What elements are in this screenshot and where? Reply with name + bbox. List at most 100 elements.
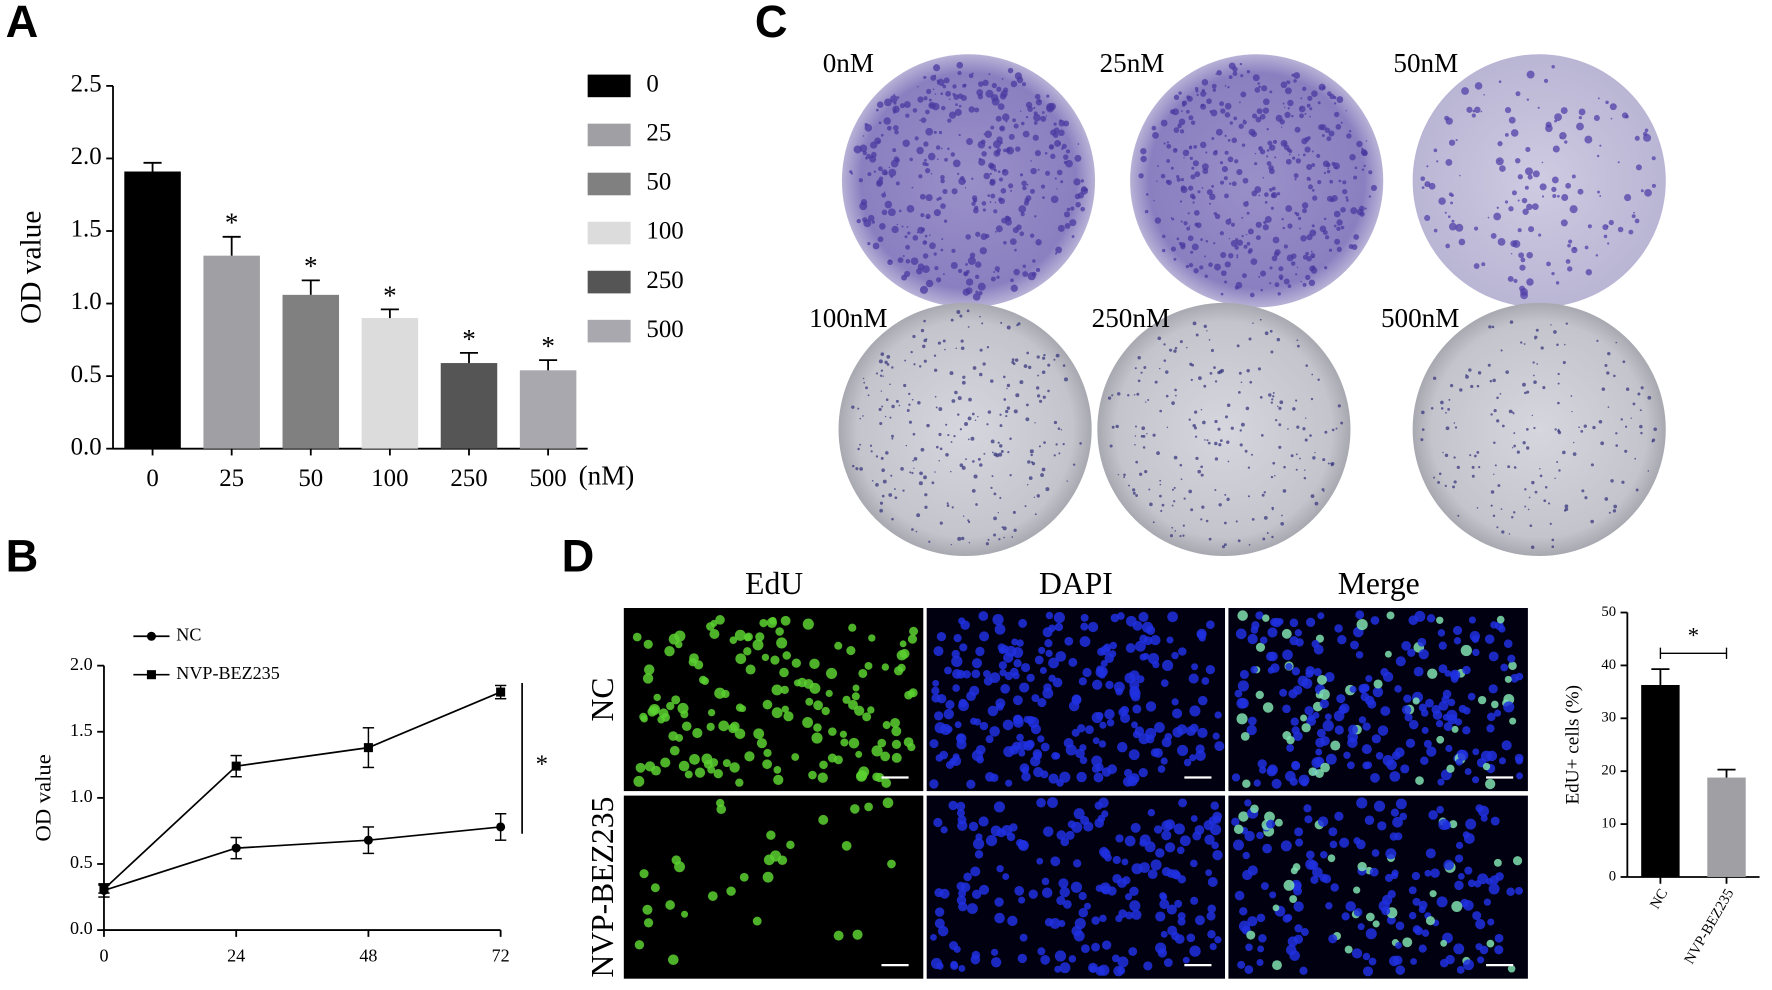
cell <box>1477 956 1485 964</box>
colony <box>1508 206 1514 212</box>
cell <box>903 737 914 747</box>
colony <box>1047 389 1050 393</box>
colony <box>1080 206 1085 212</box>
colony <box>1186 150 1189 153</box>
colony <box>1469 454 1472 457</box>
colony <box>1601 387 1606 391</box>
y-axis-label: EdU+ cells (%) <box>1563 685 1584 805</box>
colony <box>1438 472 1442 476</box>
colony <box>1299 227 1301 230</box>
cell <box>1019 933 1028 942</box>
cell <box>1322 720 1334 732</box>
colony <box>904 359 907 362</box>
colony <box>1140 147 1147 155</box>
cell <box>1053 752 1061 760</box>
colony <box>851 405 855 409</box>
colony <box>1188 115 1194 121</box>
cell <box>693 660 704 670</box>
colony <box>1442 451 1444 454</box>
colony <box>950 261 958 270</box>
colony <box>956 310 961 314</box>
cell <box>1404 713 1413 722</box>
colony <box>1640 189 1644 193</box>
colony <box>1300 97 1303 100</box>
colony <box>989 163 996 171</box>
cell <box>1300 928 1309 936</box>
colony <box>885 398 889 401</box>
cell <box>1462 726 1471 735</box>
cell <box>989 726 1000 737</box>
colony <box>1154 380 1158 384</box>
colony <box>1249 292 1255 298</box>
y-tick-label: 1.5 <box>71 216 102 243</box>
colony <box>1170 246 1177 252</box>
colony <box>997 511 999 514</box>
colony <box>1445 426 1450 431</box>
cell <box>950 961 959 970</box>
colony <box>1011 358 1015 362</box>
colony <box>928 540 931 543</box>
bar <box>282 294 340 449</box>
cell <box>1194 915 1205 926</box>
colony <box>1276 192 1281 196</box>
cell <box>1455 841 1464 850</box>
cell <box>955 733 967 744</box>
colony <box>1564 504 1569 509</box>
legend-label: 0 <box>646 71 658 98</box>
colony <box>1218 443 1222 447</box>
cell <box>1267 764 1278 775</box>
cell <box>1491 700 1499 709</box>
cell <box>1371 849 1380 857</box>
cell <box>851 692 860 701</box>
cell <box>633 775 645 787</box>
colony <box>1511 516 1514 519</box>
cell <box>1067 820 1076 829</box>
bar <box>361 318 419 449</box>
colony <box>1026 351 1029 355</box>
cell <box>709 629 720 639</box>
cell <box>1494 709 1502 717</box>
colony <box>1179 340 1183 344</box>
colony <box>1272 395 1275 398</box>
colony <box>923 76 927 79</box>
significance: * <box>1688 623 1699 648</box>
cell <box>1486 724 1495 733</box>
cell <box>729 636 738 644</box>
cell <box>1255 642 1266 652</box>
cell <box>1037 735 1045 743</box>
colony <box>971 195 978 201</box>
colony <box>1428 182 1436 190</box>
colony <box>1200 409 1203 411</box>
cell <box>1105 680 1114 690</box>
cell <box>1245 943 1253 952</box>
colony <box>1368 170 1373 175</box>
colony <box>1212 88 1217 92</box>
cell <box>1467 692 1476 701</box>
x-tick-label: 0 <box>146 465 158 492</box>
colony <box>1448 222 1457 231</box>
cell <box>1294 629 1303 637</box>
cell <box>1490 816 1500 826</box>
colony <box>1224 85 1227 87</box>
colony <box>1228 75 1233 80</box>
colony <box>1266 128 1269 131</box>
cell <box>934 888 944 898</box>
colony <box>923 141 929 147</box>
cell <box>979 721 989 731</box>
colony <box>975 503 978 506</box>
cell <box>805 697 814 706</box>
cell <box>1508 661 1517 671</box>
colony <box>1531 414 1534 417</box>
colony <box>1327 167 1330 170</box>
colony <box>929 234 931 236</box>
colony <box>1615 432 1618 435</box>
colony <box>938 196 942 201</box>
colony <box>1287 428 1289 430</box>
colony <box>1263 515 1268 520</box>
cell <box>1007 915 1018 927</box>
colony <box>1421 428 1425 431</box>
x-tick-label: 250 <box>450 465 487 492</box>
colony <box>1077 143 1080 145</box>
colony <box>973 474 978 479</box>
colony <box>1270 350 1274 354</box>
